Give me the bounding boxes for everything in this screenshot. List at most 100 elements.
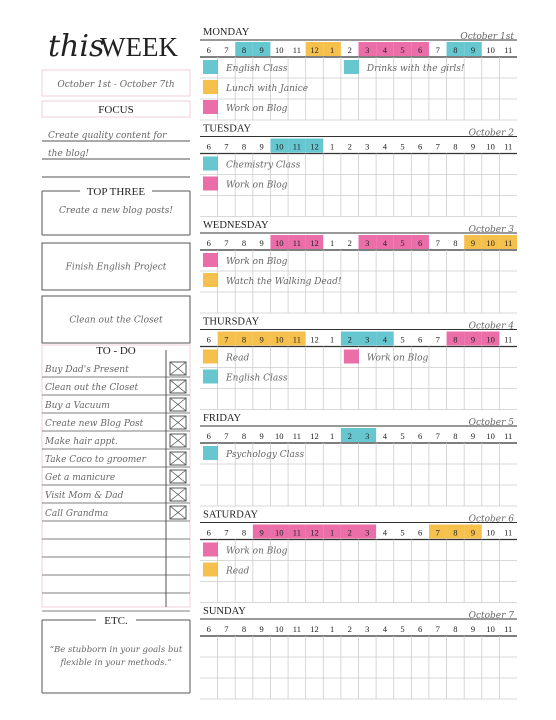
hour-highlight — [481, 235, 500, 249]
hour-label: 8 — [453, 142, 457, 152]
date-range: October 1st - October 7th — [57, 80, 174, 90]
check-mark — [169, 361, 187, 376]
hour-label: 3 — [365, 335, 369, 345]
hour-label: 3 — [365, 142, 369, 152]
hour-label: 9 — [471, 142, 475, 152]
hour-label: 7 — [436, 624, 440, 634]
event-icon — [343, 349, 359, 364]
priority-box — [41, 242, 191, 291]
hour-label: 2 — [348, 238, 352, 248]
hour-highlight — [481, 331, 500, 346]
hour-label: 7 — [224, 431, 228, 441]
day-name: THURSDAY — [203, 317, 260, 328]
event-text: Psychology Class — [225, 450, 305, 460]
hour-label: 7 — [224, 238, 228, 248]
todo-item: Create new Blog Post — [45, 419, 144, 429]
focus-line: Create quality content for — [48, 131, 167, 141]
hour-label: 4 — [383, 45, 388, 55]
hour-highlight — [270, 138, 289, 153]
event-text: Drinks with the girls! — [366, 64, 465, 74]
event-icon — [203, 446, 218, 460]
hour-highlight — [340, 524, 359, 539]
hour-label: 8 — [453, 528, 457, 538]
checkbox — [169, 397, 187, 412]
todo-item: Make hair appt. — [44, 437, 118, 447]
hour-label: 11 — [293, 142, 301, 152]
todo-item: Clean out the Closet — [45, 383, 139, 393]
event-icon — [203, 349, 218, 364]
hour-label: 5 — [400, 528, 404, 538]
event-text: Read — [225, 567, 249, 577]
hour-highlight — [358, 428, 377, 442]
hour-label: 11 — [293, 335, 301, 345]
hour-label: 10 — [275, 624, 284, 634]
hour-label: 6 — [207, 528, 211, 538]
hour-label: 9 — [471, 45, 475, 55]
hour-highlight — [358, 235, 377, 249]
day-date: October 3 — [469, 225, 515, 235]
hour-label: 4 — [383, 238, 388, 248]
hour-highlight — [270, 331, 289, 346]
checkbox — [169, 361, 187, 376]
hour-label: 6 — [418, 142, 422, 152]
hour-highlight — [464, 235, 482, 249]
hour-label: 10 — [486, 142, 495, 152]
day-name: FRIDAY — [203, 413, 242, 424]
hour-label: 8 — [242, 142, 246, 152]
hour-label: 10 — [486, 45, 495, 55]
hour-label: 2 — [348, 624, 352, 634]
hour-label: 5 — [400, 45, 404, 55]
date-box — [41, 69, 191, 97]
hour-highlight — [288, 331, 306, 346]
checkbox — [169, 487, 187, 502]
hour-label: 9 — [260, 624, 264, 634]
section-title: FOCUS — [98, 104, 133, 116]
hour-label: 6 — [418, 45, 422, 55]
hour-label: 10 — [275, 431, 284, 441]
hour-label: 6 — [418, 431, 422, 441]
hour-label: 9 — [260, 528, 264, 538]
event-icon — [203, 562, 218, 577]
hour-label: 1 — [330, 45, 334, 55]
hour-highlight — [464, 524, 482, 539]
hour-label: 8 — [453, 624, 457, 634]
hour-label: 8 — [242, 624, 246, 634]
section-title: TOP THREE — [87, 186, 145, 198]
hour-highlight — [446, 331, 465, 346]
hour-label: 9 — [471, 335, 475, 345]
event-text: Work on Blog — [226, 104, 288, 114]
section-title: TO - DO — [96, 345, 136, 357]
hour-label: 6 — [207, 624, 211, 634]
event-text: Work on Blog — [226, 181, 288, 191]
event-text: Work on Blog — [226, 547, 288, 557]
hour-label: 9 — [260, 45, 264, 55]
hour-label: 1 — [330, 142, 334, 152]
hour-label: 10 — [275, 238, 284, 248]
hour-highlight — [499, 235, 517, 249]
hour-label: 10 — [275, 528, 284, 538]
hour-label: 10 — [486, 431, 495, 441]
hour-label: 10 — [275, 335, 284, 345]
hour-highlight — [340, 428, 359, 442]
hour-label: 1 — [330, 238, 334, 248]
hour-label: 10 — [486, 624, 495, 634]
hour-label: 12 — [310, 45, 319, 55]
hour-label: 2 — [348, 45, 352, 55]
hour-label: 2 — [348, 528, 352, 538]
event-text: Watch the Walking Dead! — [226, 277, 342, 287]
hour-label: 1 — [330, 528, 334, 538]
event-icon — [203, 542, 218, 557]
hour-label: 11 — [504, 624, 512, 634]
hour-highlight — [358, 331, 377, 346]
hour-label: 6 — [418, 528, 422, 538]
hour-label: 7 — [224, 142, 228, 152]
checkbox — [169, 505, 187, 520]
hour-highlight — [340, 331, 359, 346]
day-date: October 4 — [469, 322, 515, 332]
hour-highlight — [270, 235, 289, 249]
hour-highlight — [305, 524, 324, 539]
event-text: Chemistry Class — [226, 161, 301, 171]
day-date: October 6 — [469, 515, 515, 525]
hour-label: 12 — [310, 238, 319, 248]
